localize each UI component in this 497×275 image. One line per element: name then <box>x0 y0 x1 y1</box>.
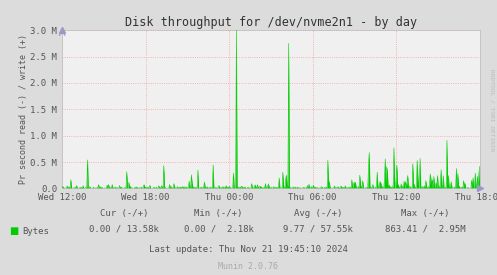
Text: Last update: Thu Nov 21 19:45:10 2024: Last update: Thu Nov 21 19:45:10 2024 <box>149 245 348 254</box>
Text: Munin 2.0.76: Munin 2.0.76 <box>219 262 278 271</box>
Title: Disk throughput for /dev/nvme2n1 - by day: Disk throughput for /dev/nvme2n1 - by da… <box>125 16 417 29</box>
Text: 0.00 /  2.18k: 0.00 / 2.18k <box>184 224 253 233</box>
Text: Cur (-/+): Cur (-/+) <box>100 209 149 218</box>
Text: 9.77 / 57.55k: 9.77 / 57.55k <box>283 224 353 233</box>
Text: 0.00 / 13.58k: 0.00 / 13.58k <box>89 224 159 233</box>
Text: RRDTOOL / TOBI OETIKER: RRDTOOL / TOBI OETIKER <box>490 69 495 151</box>
Text: 863.41 /  2.95M: 863.41 / 2.95M <box>385 224 465 233</box>
Text: ■: ■ <box>9 226 18 236</box>
Text: Min (-/+): Min (-/+) <box>194 209 243 218</box>
Text: Bytes: Bytes <box>22 227 49 235</box>
Text: Avg (-/+): Avg (-/+) <box>294 209 342 218</box>
Text: Max (-/+): Max (-/+) <box>401 209 449 218</box>
Y-axis label: Pr second read (-) / write (+): Pr second read (-) / write (+) <box>18 34 28 184</box>
